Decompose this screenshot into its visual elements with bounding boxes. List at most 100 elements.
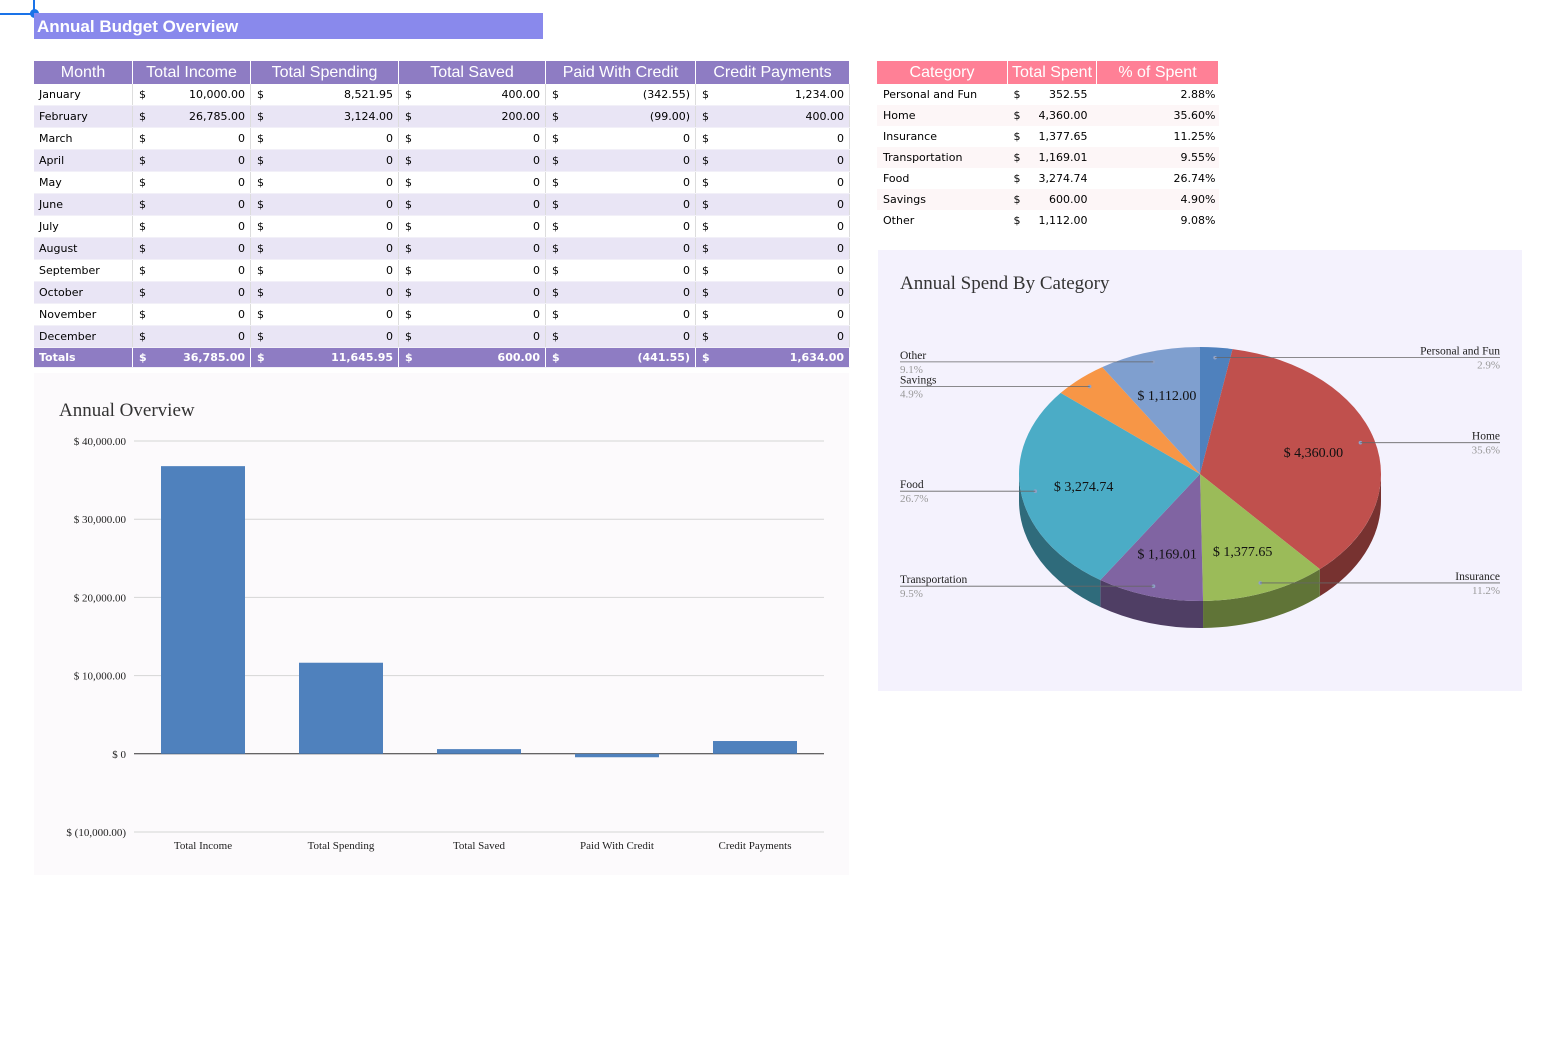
month-cell[interactable]: September: [34, 259, 133, 282]
pie-slice-other[interactable]: [1102, 347, 1200, 474]
spending-cell[interactable]: $0: [250, 325, 399, 348]
spending-cell[interactable]: $0: [250, 215, 399, 238]
total-spending-cell[interactable]: $11,645.95: [250, 347, 399, 368]
saved-cell[interactable]: $0: [398, 193, 546, 216]
income-cell[interactable]: $0: [132, 149, 251, 172]
category-name-cell[interactable]: Other: [877, 210, 1008, 231]
annual-spend-by-category-chart[interactable]: Annual Spend By Category $ 4,360.00 $ 1,37…: [878, 250, 1522, 691]
credit-cell[interactable]: $0: [545, 171, 696, 194]
month-cell[interactable]: January: [34, 84, 133, 106]
saved-cell[interactable]: $0: [398, 171, 546, 194]
month-cell[interactable]: July: [34, 215, 133, 238]
totals-label-cell[interactable]: Totals: [34, 347, 133, 368]
bar-credit-payments[interactable]: [713, 741, 797, 754]
pct-of-spent-cell[interactable]: 26.74%: [1096, 168, 1219, 189]
bar-total-spending[interactable]: [299, 662, 383, 754]
income-cell[interactable]: $0: [132, 193, 251, 216]
pie-slice-personal-and-fun[interactable]: [1200, 347, 1233, 474]
pie-slice-transportation[interactable]: [1100, 474, 1204, 601]
spending-cell[interactable]: $0: [250, 237, 399, 260]
pct-of-spent-cell[interactable]: 2.88%: [1096, 84, 1219, 105]
spending-cell[interactable]: $0: [250, 171, 399, 194]
income-cell[interactable]: $0: [132, 303, 251, 326]
income-cell[interactable]: $0: [132, 281, 251, 304]
credit-cell[interactable]: $0: [545, 149, 696, 172]
total-credit-cell[interactable]: $ (441.55): [545, 347, 696, 368]
payments-cell[interactable]: $0: [695, 325, 850, 348]
payments-cell[interactable]: $1,234.00: [695, 84, 850, 106]
income-cell[interactable]: $0: [132, 127, 251, 150]
bar-paid-with-credit[interactable]: [575, 753, 659, 758]
credit-cell[interactable]: $0: [545, 215, 696, 238]
total-spent-cell[interactable]: $4,360.00: [1007, 105, 1097, 126]
spending-cell[interactable]: $0: [250, 149, 399, 172]
pct-of-spent-cell[interactable]: 4.90%: [1096, 189, 1219, 210]
bar-total-saved[interactable]: [437, 749, 521, 754]
credit-cell[interactable]: $ (342.55): [545, 84, 696, 106]
income-cell[interactable]: $0: [132, 237, 251, 260]
header-credit-payments[interactable]: Credit Payments: [695, 61, 850, 84]
bar-total-income[interactable]: [161, 466, 245, 754]
header-total-spending[interactable]: Total Spending: [250, 61, 399, 84]
total-spent-cell[interactable]: $3,274.74: [1007, 168, 1097, 189]
spending-cell[interactable]: $0: [250, 281, 399, 304]
category-name-cell[interactable]: Personal and Fun: [877, 84, 1008, 105]
header-category[interactable]: Category: [877, 61, 1008, 84]
spending-cell[interactable]: $0: [250, 127, 399, 150]
credit-cell[interactable]: $0: [545, 325, 696, 348]
pct-of-spent-cell[interactable]: 9.55%: [1096, 147, 1219, 168]
payments-cell[interactable]: $0: [695, 259, 850, 282]
payments-cell[interactable]: $0: [695, 281, 850, 304]
month-cell[interactable]: August: [34, 237, 133, 260]
month-cell[interactable]: October: [34, 281, 133, 304]
header-paid-with-credit[interactable]: Paid With Credit: [545, 61, 696, 84]
payments-cell[interactable]: $400.00: [695, 105, 850, 128]
annual-overview-chart[interactable]: Annual Overview $ 40,000.00 $ 30,000.00 $ 2…: [34, 373, 849, 875]
payments-cell[interactable]: $0: [695, 215, 850, 238]
total-saved-cell[interactable]: $600.00: [398, 347, 546, 368]
payments-cell[interactable]: $0: [695, 303, 850, 326]
saved-cell[interactable]: $0: [398, 281, 546, 304]
spending-cell[interactable]: $8,521.95: [250, 84, 399, 106]
spending-cell[interactable]: $0: [250, 303, 399, 326]
pie-slice-savings[interactable]: [1060, 367, 1200, 474]
credit-cell[interactable]: $0: [545, 303, 696, 326]
month-cell[interactable]: April: [34, 149, 133, 172]
saved-cell[interactable]: $0: [398, 215, 546, 238]
category-name-cell[interactable]: Savings: [877, 189, 1008, 210]
credit-cell[interactable]: $0: [545, 237, 696, 260]
saved-cell[interactable]: $0: [398, 237, 546, 260]
credit-cell[interactable]: $ (99.00): [545, 105, 696, 128]
category-name-cell[interactable]: Insurance: [877, 126, 1008, 147]
pct-of-spent-cell[interactable]: 35.60%: [1096, 105, 1219, 126]
month-cell[interactable]: June: [34, 193, 133, 216]
saved-cell[interactable]: $0: [398, 303, 546, 326]
total-spent-cell[interactable]: $352.55: [1007, 84, 1097, 105]
header-pct-of-spent[interactable]: % of Spent: [1096, 61, 1219, 84]
category-name-cell[interactable]: Home: [877, 105, 1008, 126]
spending-cell[interactable]: $3,124.00: [250, 105, 399, 128]
month-cell[interactable]: February: [34, 105, 133, 128]
saved-cell[interactable]: $0: [398, 259, 546, 282]
payments-cell[interactable]: $0: [695, 171, 850, 194]
total-spent-cell[interactable]: $1,112.00: [1007, 210, 1097, 231]
pie-slice-insurance[interactable]: [1200, 474, 1320, 601]
payments-cell[interactable]: $0: [695, 149, 850, 172]
total-spent-cell[interactable]: $1,169.01: [1007, 147, 1097, 168]
pct-of-spent-cell[interactable]: 11.25%: [1096, 126, 1219, 147]
total-income-cell[interactable]: $36,785.00: [132, 347, 251, 368]
total-spent-cell[interactable]: $600.00: [1007, 189, 1097, 210]
category-name-cell[interactable]: Transportation: [877, 147, 1008, 168]
credit-cell[interactable]: $0: [545, 259, 696, 282]
total-spent-cell[interactable]: $1,377.65: [1007, 126, 1097, 147]
payments-cell[interactable]: $0: [695, 237, 850, 260]
header-total-spent[interactable]: Total Spent: [1007, 61, 1097, 84]
header-total-saved[interactable]: Total Saved: [398, 61, 546, 84]
credit-cell[interactable]: $0: [545, 281, 696, 304]
month-cell[interactable]: March: [34, 127, 133, 150]
month-cell[interactable]: December: [34, 325, 133, 348]
pie-slice-food[interactable]: [1019, 392, 1200, 581]
income-cell[interactable]: $0: [132, 325, 251, 348]
header-total-income[interactable]: Total Income: [132, 61, 251, 84]
category-name-cell[interactable]: Food: [877, 168, 1008, 189]
